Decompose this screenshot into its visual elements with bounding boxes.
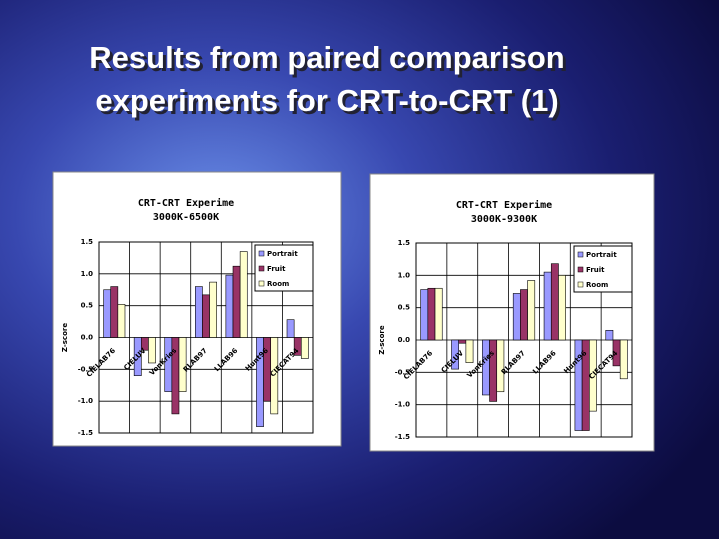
legend-swatch xyxy=(258,265,265,272)
bar xyxy=(300,337,309,359)
y-tick-label: 1.0 xyxy=(398,271,411,279)
bar xyxy=(209,281,217,338)
slide-title: Results from paired comparison xyxy=(89,40,564,75)
bar xyxy=(178,337,187,392)
bar xyxy=(527,280,536,341)
chart-box xyxy=(52,171,342,447)
bar xyxy=(232,265,241,338)
bar xyxy=(202,294,210,338)
y-tick-label: 0.0 xyxy=(81,334,94,342)
bar xyxy=(520,289,528,341)
bar xyxy=(605,329,614,341)
bar xyxy=(133,337,142,377)
legend-label: Portrait xyxy=(267,250,298,258)
bar xyxy=(589,339,597,412)
bar xyxy=(195,286,203,338)
bar xyxy=(543,271,552,341)
y-tick-label: 0.5 xyxy=(398,304,411,312)
chart-title: CRT-CRT Experime xyxy=(138,197,234,209)
bar xyxy=(103,289,112,338)
bar xyxy=(489,339,498,402)
y-tick-label: -0.5 xyxy=(395,368,410,376)
bar xyxy=(451,339,459,370)
legend-label: Fruit xyxy=(267,265,286,273)
slide-title: experiments for CRT-to-CRT (1) xyxy=(95,83,558,118)
bar xyxy=(619,339,628,380)
title-shadow: Results from paired comparison xyxy=(92,43,567,78)
legend-swatch xyxy=(577,281,584,288)
bar xyxy=(482,339,490,396)
bar xyxy=(270,337,279,415)
y-tick-label: 1.0 xyxy=(81,270,94,278)
y-tick-label: 1.5 xyxy=(81,238,94,246)
bar xyxy=(110,286,119,338)
y-axis-label: Z-score xyxy=(378,325,386,354)
bar xyxy=(558,275,566,341)
bar xyxy=(496,339,505,393)
chart-title: CRT-CRT Experime xyxy=(456,199,552,211)
legend-label: Room xyxy=(586,281,608,289)
legend-swatch xyxy=(577,251,584,258)
y-tick-label: 0.0 xyxy=(398,336,411,344)
bar xyxy=(286,319,295,338)
chart-subtitle: 3000K-6500K xyxy=(153,212,219,223)
legend-swatch xyxy=(258,280,265,287)
legend-box xyxy=(254,244,314,292)
bar xyxy=(239,251,248,338)
bar xyxy=(117,304,126,338)
bar xyxy=(434,287,443,341)
bar xyxy=(420,289,429,341)
bar xyxy=(225,274,234,338)
legend-box xyxy=(573,245,633,293)
bar xyxy=(458,339,467,344)
y-tick-label: -1.5 xyxy=(395,433,410,441)
y-tick-label: -1.5 xyxy=(78,429,93,437)
y-tick-label: 0.5 xyxy=(81,302,94,310)
legend-label: Fruit xyxy=(586,266,605,274)
bar xyxy=(550,263,559,341)
y-tick-label: 1.5 xyxy=(398,239,411,247)
legend-swatch xyxy=(258,250,265,257)
y-tick-label: -0.5 xyxy=(78,365,93,373)
legend-label: Portrait xyxy=(586,251,617,259)
title-shadow: experiments for CRT-to-CRT (1) xyxy=(98,86,561,121)
bar xyxy=(465,339,474,363)
bar xyxy=(148,337,156,364)
y-tick-label: -1.0 xyxy=(78,397,93,405)
legend-swatch xyxy=(577,266,584,273)
y-axis-label: Z-score xyxy=(61,323,69,352)
chart-subtitle: 3000K-9300K xyxy=(471,214,537,225)
legend-label: Room xyxy=(267,280,289,288)
bar xyxy=(427,287,436,341)
bar xyxy=(512,293,521,341)
y-tick-label: -1.0 xyxy=(395,401,410,409)
